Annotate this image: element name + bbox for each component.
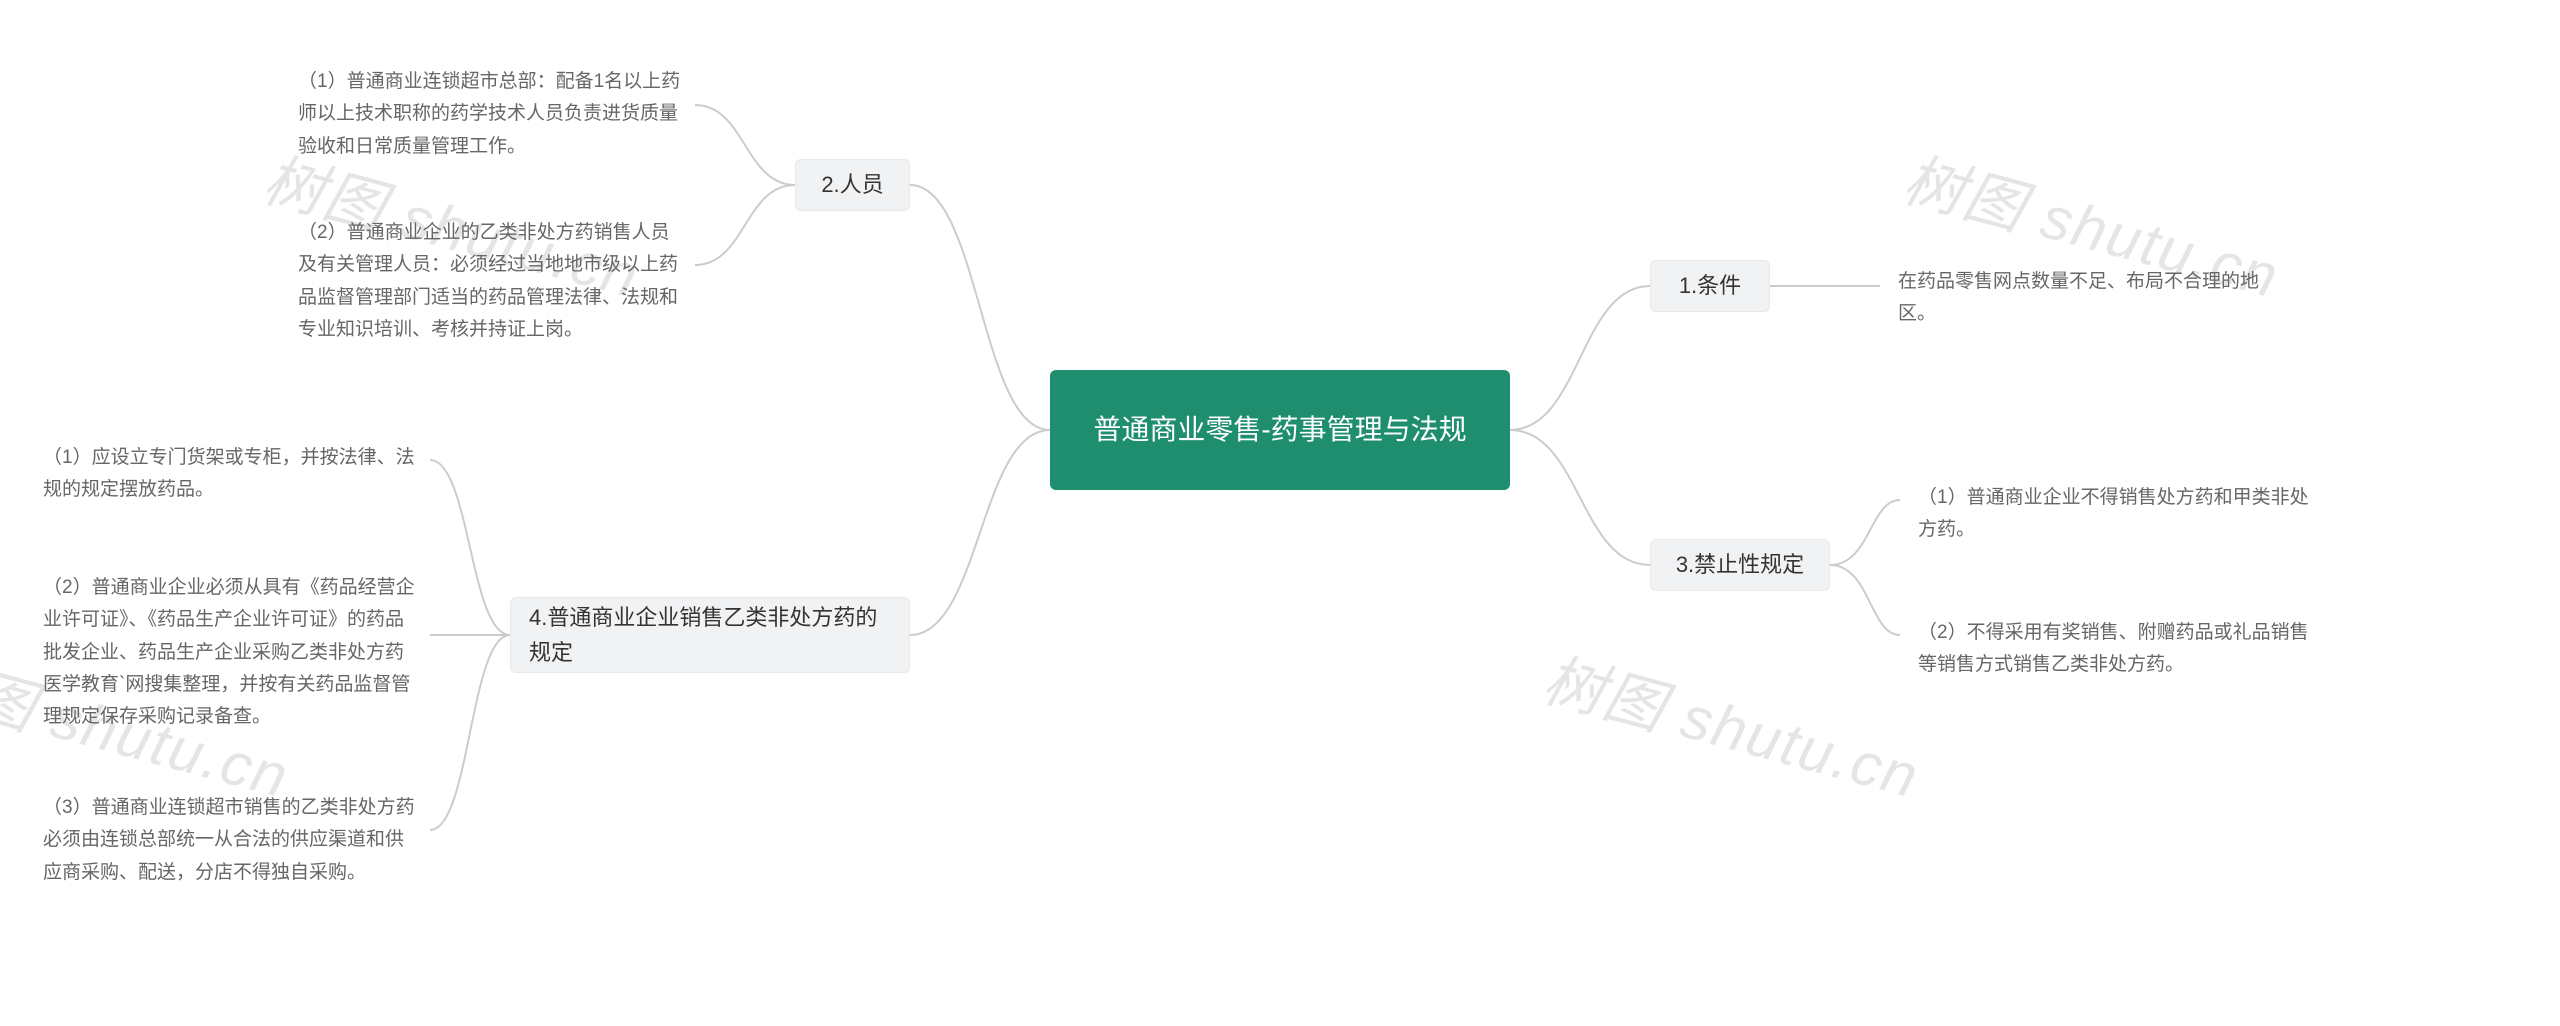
branch-personnel[interactable]: 2.人员 — [795, 159, 910, 211]
branch-label: 1.条件 — [1679, 268, 1741, 303]
leaf-personnel-1: （1）普通商业连锁超市总部：配备1名以上药师以上技术职称的药学技术人员负责进货质… — [280, 54, 700, 175]
branch-label: 4.普通商业企业销售乙类非处方药的规定 — [529, 600, 891, 670]
leaf-text: （1）应设立专门货架或专柜，并按法律、法规的规定摆放药品。 — [43, 442, 417, 507]
leaf-text: （2）普通商业企业必须从具有《药品经营企业许可证》、《药品生产企业许可证》的药品… — [43, 572, 417, 733]
leaf-text: （1）普通商业企业不得销售处方药和甲类非处方药。 — [1918, 482, 2312, 547]
leaf-text: （1）普通商业连锁超市总部：配备1名以上药师以上技术职称的药学技术人员负责进货质… — [298, 66, 682, 163]
leaf-sales-1: （1）应设立专门货架或专柜，并按法律、法规的规定摆放药品。 — [25, 430, 435, 519]
root-label: 普通商业零售-药事管理与法规 — [1093, 408, 1466, 453]
leaf-condition-1: 在药品零售网点数量不足、布局不合理的地区。 — [1880, 254, 2310, 343]
branch-prohibitions[interactable]: 3.禁止性规定 — [1650, 539, 1830, 591]
leaf-text: （2）不得采用有奖销售、附赠药品或礼品销售等销售方式销售乙类非处方药。 — [1918, 617, 2312, 682]
leaf-sales-2: （2）普通商业企业必须从具有《药品经营企业许可证》、《药品生产企业许可证》的药品… — [25, 560, 435, 745]
leaf-text: （3）普通商业连锁超市销售的乙类非处方药必须由连锁总部统一从合法的供应渠道和供应… — [43, 792, 417, 889]
leaf-prohibition-1: （1）普通商业企业不得销售处方药和甲类非处方药。 — [1900, 470, 2330, 559]
branch-sales-regulations[interactable]: 4.普通商业企业销售乙类非处方药的规定 — [510, 597, 910, 673]
leaf-sales-3: （3）普通商业连锁超市销售的乙类非处方药必须由连锁总部统一从合法的供应渠道和供应… — [25, 780, 435, 901]
leaf-text: 在药品零售网点数量不足、布局不合理的地区。 — [1898, 266, 2292, 331]
watermark: 树图 shutu.cn — [1535, 632, 1930, 816]
branch-label: 3.禁止性规定 — [1676, 547, 1804, 582]
leaf-prohibition-2: （2）不得采用有奖销售、附赠药品或礼品销售等销售方式销售乙类非处方药。 — [1900, 605, 2330, 694]
branch-conditions[interactable]: 1.条件 — [1650, 260, 1770, 312]
leaf-text: （2）普通商业企业的乙类非处方药销售人员及有关管理人员：必须经过当地地市级以上药… — [298, 217, 682, 346]
branch-label: 2.人员 — [821, 167, 883, 202]
root-node[interactable]: 普通商业零售-药事管理与法规 — [1050, 370, 1510, 490]
leaf-personnel-2: （2）普通商业企业的乙类非处方药销售人员及有关管理人员：必须经过当地地市级以上药… — [280, 205, 700, 358]
